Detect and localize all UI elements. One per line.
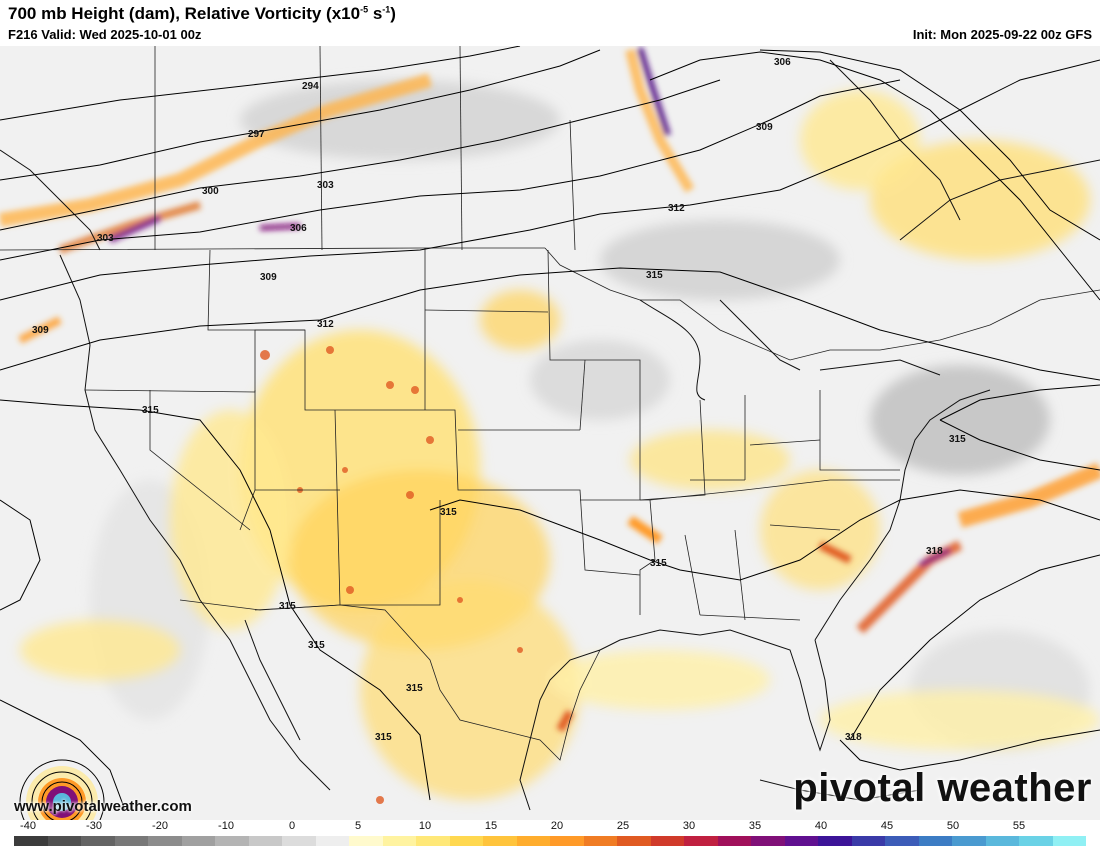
height-contours — [0, 46, 1100, 820]
colorbar-swatch — [148, 836, 182, 846]
colorbar-tick: 0 — [288, 820, 296, 832]
colorbar-swatch — [918, 836, 952, 846]
title-exponent-2: -1 — [382, 4, 391, 15]
colorbar-swatch — [315, 836, 349, 846]
colorbar-swatch — [650, 836, 684, 846]
title-close: ) — [390, 4, 396, 23]
colorbar-swatch — [684, 836, 718, 846]
colorbar-swatch — [516, 836, 550, 846]
contour-label: 309 — [260, 272, 277, 283]
colorbar-swatch — [1019, 836, 1053, 846]
colorbar-swatch — [114, 836, 148, 846]
title-unit: s — [368, 4, 383, 23]
colorbar-tick: 5 — [354, 820, 362, 832]
colorbar-swatch — [282, 836, 316, 846]
colorbar-swatch — [617, 836, 651, 846]
colorbar-tick: 15 — [484, 820, 498, 832]
colorbar-swatch — [215, 836, 249, 846]
contour-label: 312 — [317, 319, 334, 330]
colorbar-swatch — [47, 836, 81, 846]
contour-label: 315 — [440, 507, 457, 518]
colorbar-swatch — [382, 836, 416, 846]
brand-logo: pivotal weather — [793, 766, 1092, 810]
colorbar-tick: -20 — [152, 820, 168, 832]
colorbar-tick: -40 — [20, 820, 36, 832]
colorbar-swatch — [14, 836, 48, 846]
colorbar-swatch — [449, 836, 483, 846]
contour-labels: 294 297 300 303 303 306 306 309 309 309 … — [32, 57, 966, 743]
colorbar-swatch — [717, 836, 751, 846]
map-title: 700 mb Height (dam), Relative Vorticity … — [8, 4, 396, 24]
contour-label: 294 — [302, 81, 319, 92]
contour-label: 318 — [926, 546, 943, 557]
colorbar-swatch — [784, 836, 818, 846]
contour-label: 315 — [375, 732, 392, 743]
colorbar-swatch — [483, 836, 517, 846]
colorbar-swatch — [181, 836, 215, 846]
colorbar-swatch — [550, 836, 584, 846]
contour-label: 309 — [32, 325, 49, 336]
colorbar-tick: 50 — [946, 820, 960, 832]
colorbar-tick: -10 — [218, 820, 234, 832]
colorbar-tick: 55 — [1012, 820, 1026, 832]
colorbar-tick: 45 — [880, 820, 894, 832]
contour-label: 315 — [279, 601, 296, 612]
colorbar-swatch — [583, 836, 617, 846]
contour-label: 315 — [308, 640, 325, 651]
contour-label: 306 — [774, 57, 791, 68]
title-text: 700 mb Height (dam), Relative Vorticity … — [8, 4, 361, 23]
colorbar-tick: 40 — [814, 820, 828, 832]
contour-label: 315 — [646, 270, 663, 281]
colorbar-tick: 20 — [550, 820, 564, 832]
contour-label: 309 — [756, 122, 773, 133]
vorticity-streaks — [0, 47, 1100, 732]
colorbar — [14, 836, 1086, 846]
weather-map: 294 297 300 303 303 306 306 309 309 309 … — [0, 46, 1100, 820]
init-time: Init: Mon 2025-09-22 00z GFS — [912, 27, 1092, 42]
political-boundaries — [0, 46, 1100, 761]
colorbar-tick: 30 — [682, 820, 696, 832]
website-watermark: www.pivotalweather.com — [14, 798, 192, 815]
colorbar-tick: 10 — [418, 820, 432, 832]
colorbar-swatch — [818, 836, 852, 846]
colorbar-swatch — [416, 836, 450, 846]
colorbar-swatch — [751, 836, 785, 846]
title-exponent-1: -5 — [360, 4, 369, 15]
contour-label: 315 — [406, 683, 423, 694]
contour-label: 303 — [97, 233, 114, 244]
colorbar-swatch — [952, 836, 986, 846]
contour-label: 318 — [845, 732, 862, 743]
colorbar-swatch — [248, 836, 282, 846]
contour-label: 300 — [202, 186, 219, 197]
positive-vorticity-field — [20, 90, 1100, 800]
vorticity-cells — [260, 346, 523, 804]
map-canvas: 294 297 300 303 303 306 306 309 309 309 … — [0, 46, 1100, 820]
colorbar-swatch — [1052, 836, 1086, 846]
colorbar-tick: 35 — [748, 820, 762, 832]
colorbar-ticks: -40 -30 -20 -10 0 5 10 15 20 25 30 35 40… — [0, 820, 1100, 836]
contour-label: 297 — [248, 129, 265, 140]
colorbar-swatch — [851, 836, 885, 846]
contour-label: 315 — [650, 558, 667, 569]
contour-label: 315 — [142, 405, 159, 416]
contour-label: 306 — [290, 223, 307, 234]
colorbar-tick: -30 — [86, 820, 102, 832]
tropical-low — [26, 766, 98, 820]
colorbar-swatch — [349, 836, 383, 846]
colorbar-swatch — [885, 836, 919, 846]
contour-label: 315 — [949, 434, 966, 445]
header: 700 mb Height (dam), Relative Vorticity … — [0, 0, 1100, 46]
colorbar-swatch — [985, 836, 1019, 846]
colorbar-swatch — [81, 836, 115, 846]
contour-label: 303 — [317, 180, 334, 191]
colorbar-tick: 25 — [616, 820, 630, 832]
contour-label: 312 — [668, 203, 685, 214]
valid-time: F216 Valid: Wed 2025-10-01 00z — [8, 27, 202, 42]
